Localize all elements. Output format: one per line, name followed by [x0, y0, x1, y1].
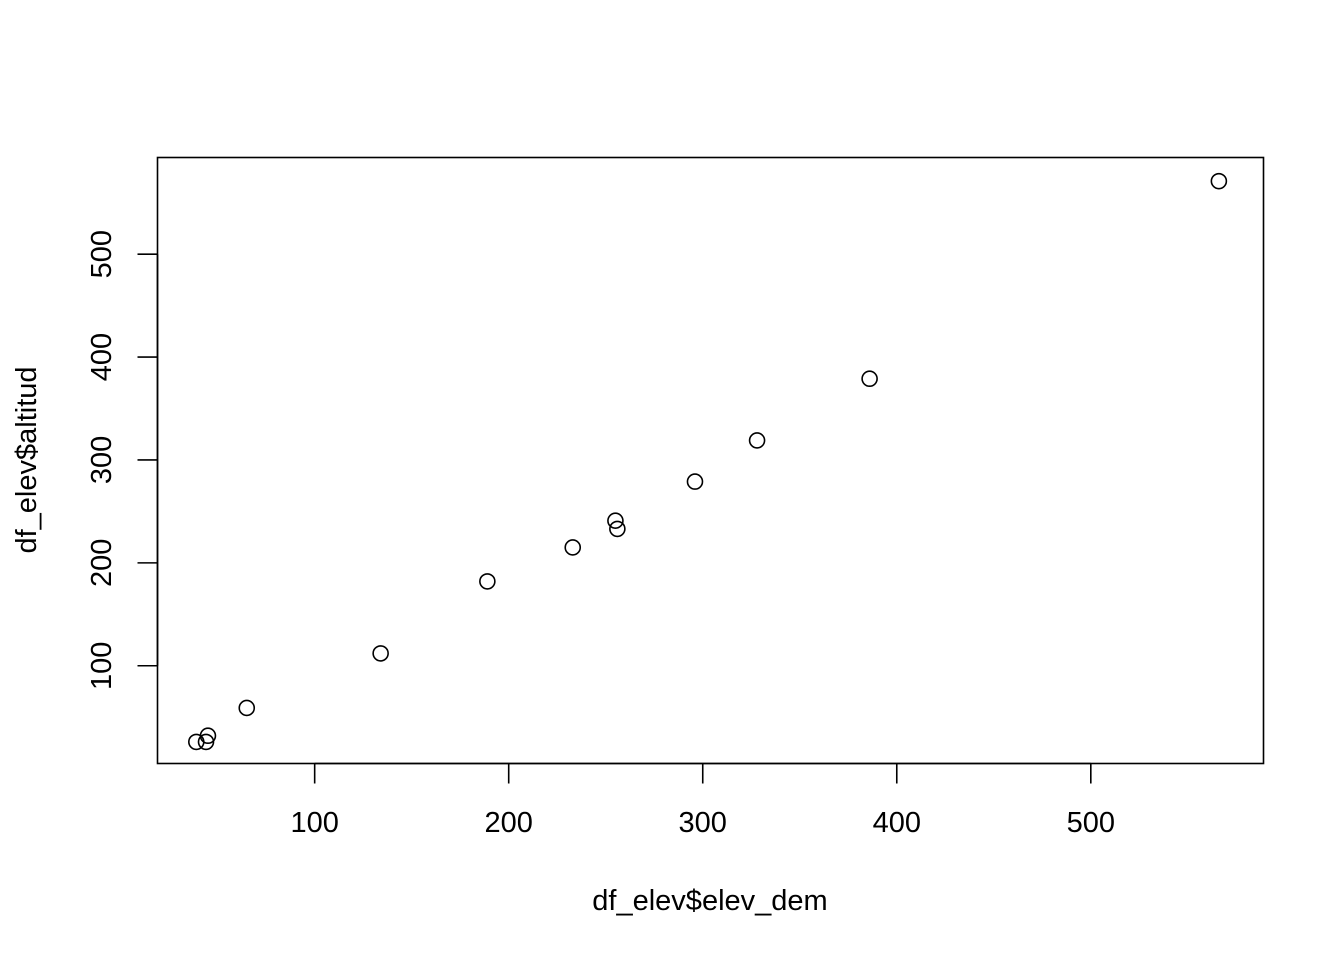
- y-axis: 100 200 300 400 500: [86, 230, 159, 690]
- x-axis: 100 200 300 400 500: [290, 762, 1115, 839]
- x-tick-label: 400: [873, 807, 921, 839]
- y-axis-title: df_elev$altitud: [11, 366, 43, 553]
- data-point: [607, 512, 624, 529]
- x-tick-label: 300: [679, 807, 727, 839]
- data-point: [748, 432, 766, 449]
- plot-frame: [156, 156, 1265, 765]
- data-point: [861, 370, 878, 388]
- data-point: [197, 733, 215, 751]
- data-point: [372, 645, 389, 662]
- data-point: [479, 573, 496, 590]
- data-point: [609, 520, 626, 538]
- x-axis-title: df_elev$elev_dem: [592, 885, 827, 917]
- y-tick-label: 200: [86, 539, 118, 587]
- y-tick-label: 400: [86, 333, 118, 381]
- data-point: [1210, 172, 1228, 190]
- data-point: [686, 473, 704, 490]
- x-tick-label: 200: [485, 807, 533, 839]
- data-point: [238, 699, 256, 717]
- y-tick-label: 500: [86, 230, 118, 278]
- x-tick-label: 500: [1067, 807, 1115, 839]
- data-point: [564, 539, 582, 556]
- x-tick-label: 100: [290, 807, 338, 839]
- y-tick-label: 300: [86, 436, 118, 484]
- y-tick-label: 100: [86, 642, 118, 690]
- data-points: [188, 172, 1228, 751]
- data-point: [199, 727, 217, 745]
